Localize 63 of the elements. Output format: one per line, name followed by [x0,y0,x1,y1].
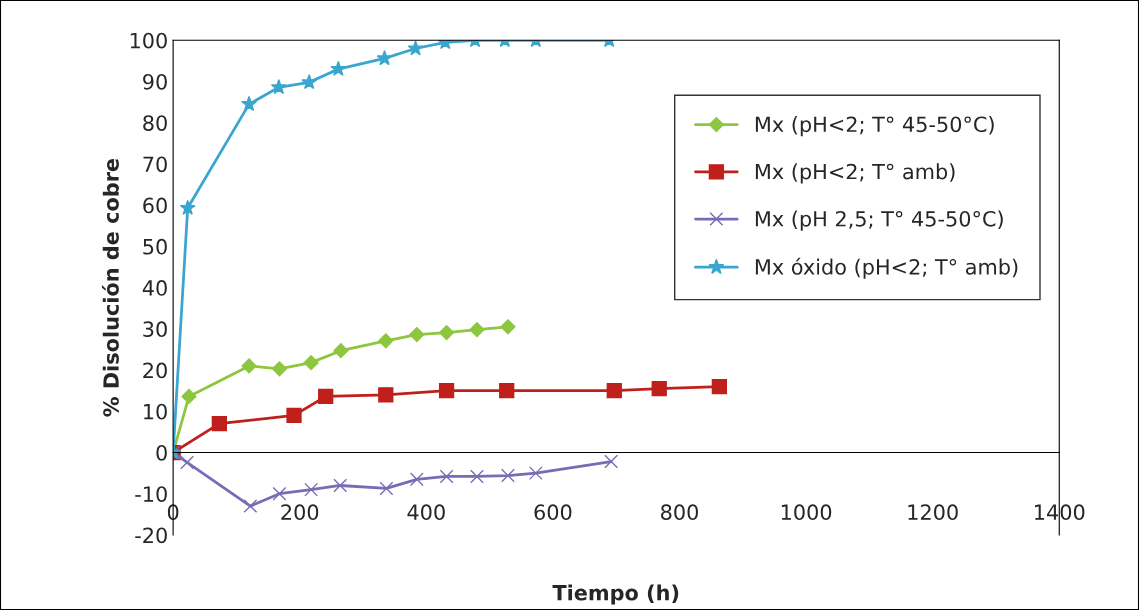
y-tick-label: 20 [143,362,167,379]
point [528,466,543,481]
point [333,343,349,359]
y-tick-label: 80 [143,115,167,131]
point [301,73,318,90]
point [469,322,485,338]
point [501,468,515,483]
legend-label: Mx (pH 2,5; T° 45-50°C) [755,210,1003,231]
y-tick-label: 0 [156,444,167,461]
point [499,383,515,399]
point [286,407,302,424]
point [379,481,394,496]
x-tick-label: 400 [407,504,445,521]
point [181,388,197,405]
point [409,327,425,343]
point [304,482,319,497]
y-tick-label: 50 [143,238,167,255]
x-axis-title: Tiempo (h) [552,584,679,605]
point [606,383,622,399]
point [241,95,258,112]
y-tick-label: 60 [143,197,167,214]
x-tick-label: 1200 [908,504,958,521]
point [378,333,394,349]
point [333,478,348,493]
point [651,380,667,397]
point [604,454,619,469]
legend-label: Mx óxido (pH<2; T° amb) [755,257,1018,279]
point [376,50,393,66]
point [270,78,287,95]
point [303,355,319,371]
point [318,388,334,405]
point [243,499,258,514]
y-tick-label: -10 [135,486,167,502]
y-axis-title: % Disolución de cobre [101,158,119,417]
point [470,469,484,484]
point [211,416,227,432]
point [330,60,347,76]
x-tick-label: 1000 [781,504,832,521]
point [179,199,196,215]
y-tick-label: 10 [144,403,167,420]
point [439,469,454,484]
point [378,387,394,403]
point [711,378,728,395]
point [241,358,257,374]
point [438,324,455,341]
y-tick-label: 90 [143,73,167,90]
x-tick-label: 800 [661,504,698,521]
legend-label: Mx (pH<2; T° 45-50°C) [755,116,994,137]
y-tick-label: 30 [143,321,167,338]
point [407,40,424,56]
point [409,472,424,487]
point [180,455,194,470]
x-tick-label: 200 [281,504,319,521]
point [438,383,455,399]
legend-label: Mx (pH<2; T° amb) [755,163,955,184]
y-tick-label: 100 [130,32,167,49]
point [271,361,288,377]
point [272,486,287,501]
point [500,319,516,335]
y-tick-label: -20 [135,527,167,544]
y-tick-label: 40 [142,280,167,296]
y-tick-label: 70 [143,156,167,173]
x-tick-label: 600 [534,504,572,521]
